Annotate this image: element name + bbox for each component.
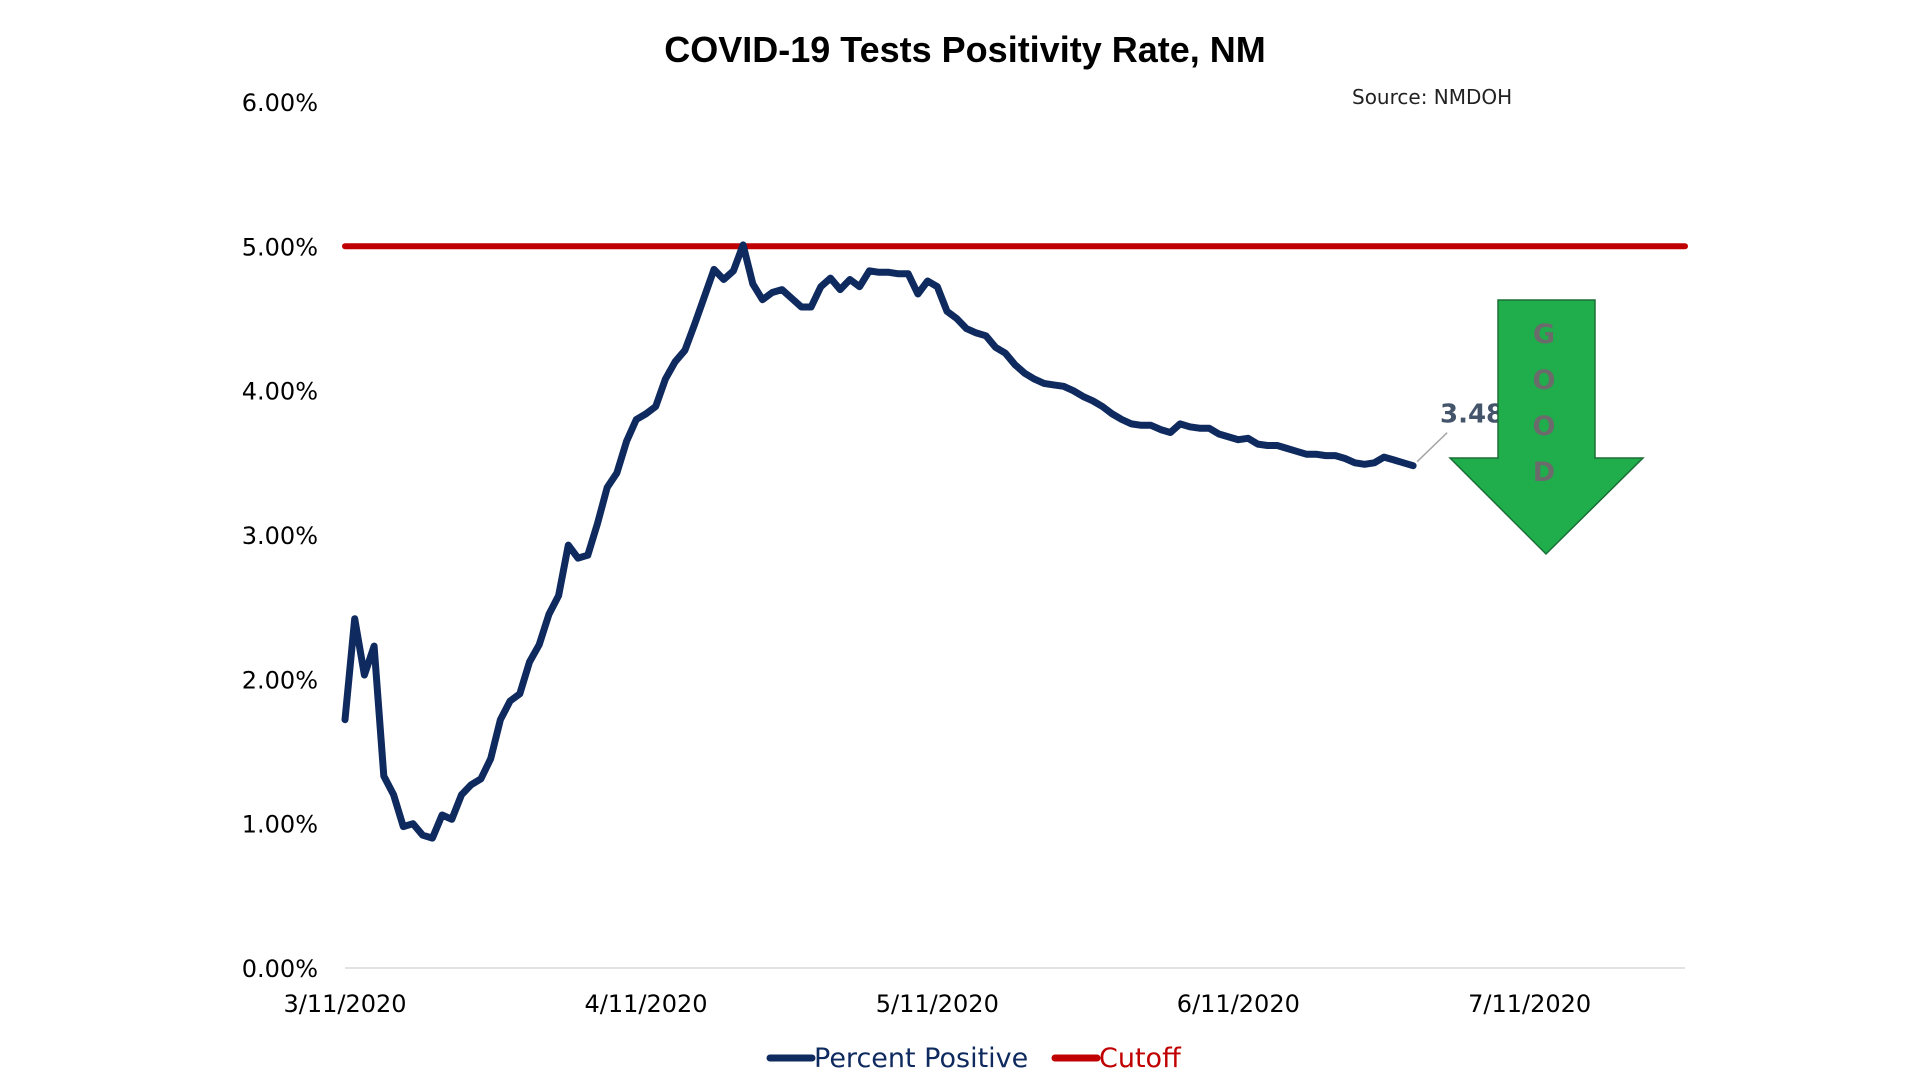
source-note: Source: NMDOH <box>1352 85 1512 109</box>
x-tick-label: 6/11/2020 <box>1177 990 1300 1018</box>
series-layer <box>341 241 1688 842</box>
legend-label: Percent Positive <box>814 1043 1028 1074</box>
down-arrow-icon <box>1448 299 1645 556</box>
legend: Percent Positive Cutoff <box>766 1043 1182 1074</box>
y-tick-label: 0.00% <box>242 955 318 983</box>
callout-letter: G <box>1533 319 1555 350</box>
chart-title: COVID-19 Tests Positivity Rate, NM <box>664 29 1266 70</box>
x-axis-tick-labels: 3/11/2020 4/11/2020 5/11/2020 6/11/2020 7/11… <box>283 990 1591 1018</box>
callout-letter: D <box>1533 457 1555 488</box>
series-line-percent-positive <box>341 241 1417 842</box>
y-tick-label: 6.00% <box>242 89 318 117</box>
callout-letter: O <box>1533 411 1556 442</box>
x-tick-label: 4/11/2020 <box>584 990 707 1018</box>
y-tick-label: 3.00% <box>242 522 318 550</box>
y-tick-label: 4.00% <box>242 378 318 406</box>
x-tick-label: 5/11/2020 <box>876 990 999 1018</box>
x-tick-label: 7/11/2020 <box>1468 990 1591 1018</box>
callout-letter: O <box>1533 365 1556 396</box>
legend-label: Cutoff <box>1099 1043 1182 1074</box>
y-tick-label: 5.00% <box>242 233 318 261</box>
x-tick-label: 3/11/2020 <box>283 990 406 1018</box>
y-tick-label: 2.00% <box>242 666 318 694</box>
y-tick-label: 1.00% <box>242 811 318 839</box>
data-label-leader-line <box>1416 432 1448 463</box>
y-axis-tick-labels: 0.00% 1.00% 2.00% 3.00% 4.00% 5.00% 6.00% <box>242 89 318 983</box>
